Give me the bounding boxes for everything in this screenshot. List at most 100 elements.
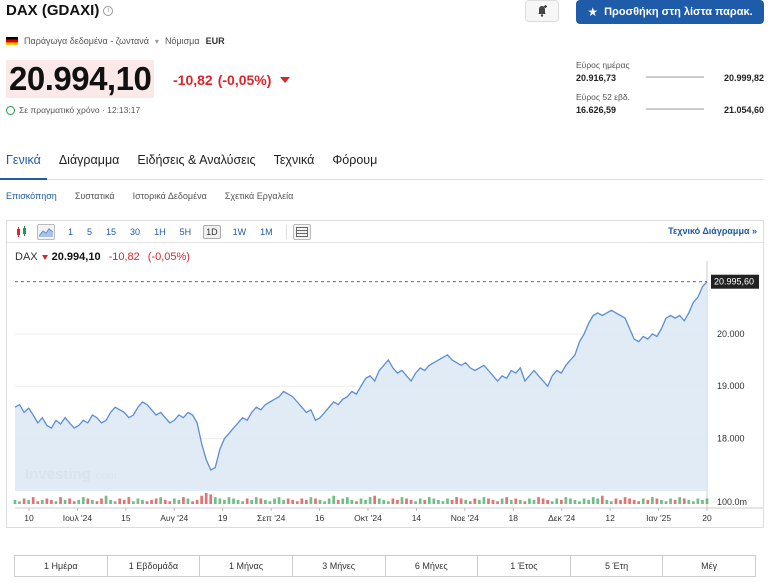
range-1-month[interactable]: 1 Μήνας (200, 556, 293, 576)
volume-bar (414, 501, 417, 504)
tab-chart[interactable]: Διάγραμμα (58, 153, 120, 167)
volume-bar (145, 501, 149, 504)
info-icon[interactable]: i (103, 5, 114, 16)
volume-bar (550, 501, 554, 504)
technical-chart-link[interactable]: Τεχνικό Διάγραμμα » (668, 226, 757, 236)
volume-bar (660, 499, 663, 504)
subtab-overview[interactable]: Επισκόπηση (6, 191, 57, 201)
germany-flag-icon (6, 37, 18, 45)
week52-high: 21.054,60 (723, 105, 764, 115)
range-1-week[interactable]: 1 Εβδομάδα (108, 556, 201, 576)
volume-bar (286, 498, 290, 504)
volume-bar (318, 499, 322, 504)
volume-bar (163, 499, 167, 504)
tab-general[interactable]: Γενικά (0, 152, 47, 180)
day-high: 20.999,82 (723, 73, 764, 83)
volume-bar (446, 498, 449, 504)
subtab-related-tools[interactable]: Σχετικά Εργαλεία (224, 191, 294, 201)
volume-bar (195, 499, 199, 504)
add-to-watchlist-button[interactable]: ★ Προσθήκη στη λίστα παρακ. (576, 0, 764, 24)
volume-bar (546, 499, 550, 504)
volume-bar (559, 499, 563, 504)
volume-bar (591, 497, 595, 504)
volume-bar (113, 501, 117, 504)
interval-5h[interactable]: 5H (179, 226, 192, 237)
price-chart[interactable]: 20.00019.00018.000Investing.com20.995,60… (7, 221, 763, 527)
tab-forum[interactable]: Φόρουμ (332, 153, 378, 167)
volume-scale-label: 100.0m (717, 497, 747, 507)
chart-toolbar: 1 5 15 30 1H 5H 1D 1W 1M Τεχνικό Διάγραμ… (7, 221, 763, 243)
range-max[interactable]: Μέγ (701, 561, 718, 571)
volume-bar (614, 498, 618, 504)
volume-bar (459, 498, 463, 504)
change-value: -10,82 (173, 72, 213, 88)
volume-bar (45, 498, 49, 504)
interval-1d[interactable]: 1D (203, 224, 221, 239)
volume-bar (68, 498, 71, 504)
candlestick-icon[interactable] (13, 224, 31, 240)
interval-1m[interactable]: 1M (260, 226, 273, 237)
volume-bar (168, 501, 172, 504)
volume-bar (450, 499, 454, 504)
table-icon[interactable] (292, 223, 311, 240)
range-1-day[interactable]: 1 Ημέρα (15, 556, 108, 576)
interval-1w[interactable]: 1W (232, 226, 247, 237)
subtab-historical-data[interactable]: Ιστορικά Δεδομένα (132, 191, 207, 201)
volume-bar (291, 499, 295, 504)
x-tick-label: 20 (702, 513, 712, 523)
meta-text[interactable]: Παράγωγα δεδομένα - ζωντανά (24, 36, 149, 46)
x-tick-label: Ιουλ '24 (63, 513, 93, 523)
interval-30[interactable]: 30 (130, 226, 141, 237)
subtab-components[interactable]: Συστατικά (74, 191, 115, 201)
star-icon: ★ (587, 5, 599, 19)
area-chart-icon[interactable] (37, 223, 55, 240)
volume-bar (373, 495, 377, 504)
page-title: DAX (GDAXI) i (6, 2, 114, 19)
volume-bar (482, 497, 486, 504)
volume-bar (127, 497, 131, 504)
volume-bar (637, 501, 641, 504)
range-1-year[interactable]: 1 Έτος (478, 556, 571, 576)
day-low: 20.916,73 (576, 73, 617, 83)
main-tabs: Γενικά Διάγραμμα Ειδήσεις & Αναλύσεις Τε… (0, 152, 764, 180)
week52-range-bar (646, 108, 704, 110)
volume-bar (314, 498, 317, 504)
volume-bar (223, 499, 226, 504)
volume-bar (200, 495, 204, 504)
volume-bar (423, 499, 427, 504)
volume-bar (268, 501, 272, 504)
interval-5[interactable]: 5 (87, 226, 93, 237)
volume-bar (63, 499, 67, 504)
clock-icon (6, 105, 15, 115)
volume-bar (305, 499, 308, 504)
y-tick-label: 18.000 (717, 434, 745, 444)
volume-bar (432, 498, 436, 504)
range-5-years[interactable]: 5 Έτη (571, 556, 664, 576)
title-text: DAX (GDAXI) (6, 2, 100, 19)
tab-news-analysis[interactable]: Ειδήσεις & Αναλύσεις (137, 153, 256, 167)
volume-bar (95, 501, 99, 504)
volume-bar (396, 499, 399, 504)
realtime-text: Σε πραγματικό χρόνο · 12:13:17 (19, 105, 141, 115)
volume-bar (109, 499, 112, 504)
range-6-months[interactable]: 6 Μήνες (386, 556, 479, 576)
volume-bar (610, 501, 613, 504)
day-range-bar (646, 76, 704, 78)
tab-technical[interactable]: Τεχνικά (273, 153, 315, 167)
range-buttons: 1 Ημέρα 1 Εβδομάδα 1 Μήνας 3 Μήνες 6 Μήν… (14, 555, 756, 577)
volume-bar (646, 499, 650, 504)
x-tick-label: 16 (315, 513, 325, 523)
range-3-months[interactable]: 3 Μήνες (293, 556, 386, 576)
volume-bar (31, 497, 35, 504)
interval-1h[interactable]: 1H (154, 226, 166, 237)
volume-bar (678, 497, 682, 504)
volume-bar (254, 497, 258, 504)
interval-15[interactable]: 15 (106, 226, 117, 237)
interval-1[interactable]: 1 (68, 226, 74, 237)
alert-button[interactable] (525, 0, 559, 22)
volume-bar (100, 498, 103, 504)
volume-bar (514, 498, 518, 504)
volume-bar (91, 499, 94, 504)
chevron-down-icon[interactable]: ▾ (154, 36, 159, 46)
volume-bar (628, 498, 631, 504)
